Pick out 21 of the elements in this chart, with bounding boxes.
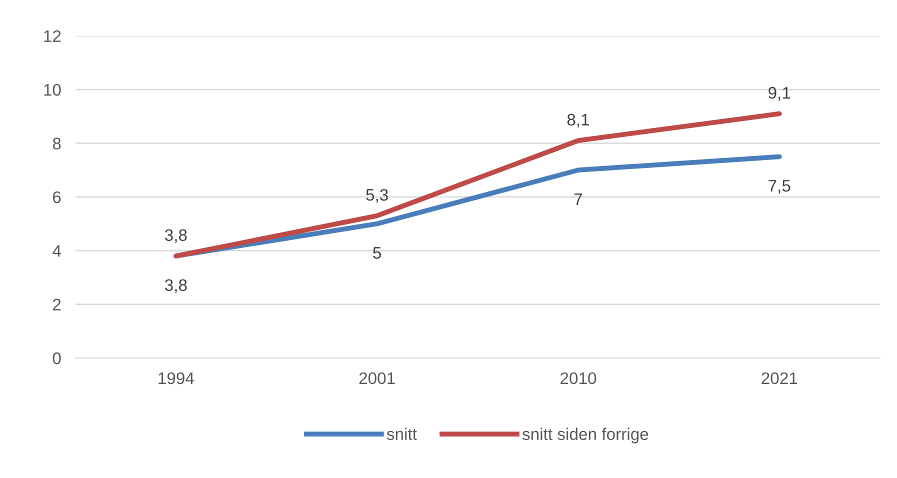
y-tick-label: 0: [52, 352, 61, 364]
data-label: 7,5: [768, 180, 790, 194]
data-label: 9,1: [768, 86, 790, 101]
legend-label: snitt: [386, 428, 417, 440]
x-tick-label: 2021: [762, 372, 798, 384]
y-tick-label: 2: [53, 298, 61, 310]
data-label: 7: [574, 193, 582, 205]
legend-label: snitt siden forrige: [522, 428, 648, 444]
x-tick-label: 2010: [560, 372, 596, 384]
data-label: 8,1: [567, 114, 589, 128]
y-tick-label: 4: [52, 245, 61, 257]
y-tick-label: 10: [44, 84, 61, 96]
data-label: 5,3: [366, 188, 388, 203]
data-label: 3,8: [164, 229, 187, 243]
x-tick-label: 2001: [359, 372, 395, 384]
y-tick-label: 8: [52, 138, 61, 150]
y-tick-label: 6: [53, 191, 61, 204]
data-label: 5: [373, 247, 382, 259]
x-tick-label: 1994: [158, 372, 194, 384]
data-label: 3,8: [164, 279, 187, 293]
y-tick-label: 12: [44, 30, 61, 42]
